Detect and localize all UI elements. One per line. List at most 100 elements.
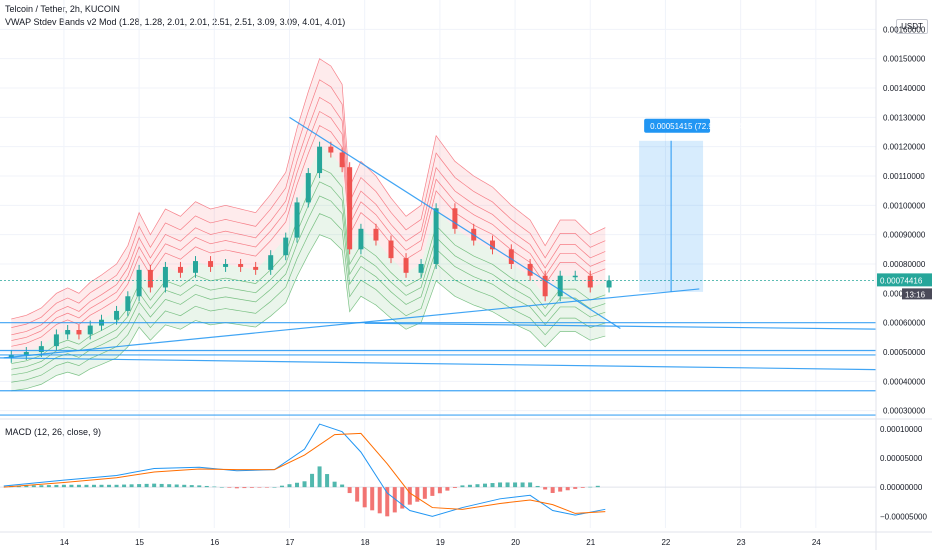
lower-band-line (11, 213, 606, 383)
last-price-label: 0.00074416 (880, 276, 923, 285)
macd-histogram-bar (310, 473, 315, 488)
candle-body (305, 173, 311, 203)
macd-histogram-bar (69, 484, 74, 488)
macd-histogram-bar (535, 485, 540, 488)
macd-histogram-bar (152, 483, 157, 488)
macd-tick-label: 0.00000000 (880, 483, 923, 492)
x-tick-label: 16 (210, 538, 219, 547)
currency-badge[interactable]: USDT (896, 19, 928, 34)
macd-histogram-bar (340, 484, 345, 488)
forecast-box[interactable]: 0.00051415 (72.90%) 51415 (639, 118, 752, 292)
y-tick-label: 0.00080000 (883, 260, 926, 269)
macd-histogram-bar (272, 487, 277, 488)
macd-histogram-bar (31, 485, 36, 488)
macd-histogram-bar (167, 484, 172, 488)
macd-series-line (3, 423, 606, 517)
candle-body (328, 146, 334, 153)
candle-body (177, 266, 183, 273)
macd-histogram-bar (144, 483, 149, 488)
y-tick-label: 0.00050000 (883, 348, 926, 357)
candle-body (65, 330, 71, 335)
y-tick-label: 0.00060000 (883, 319, 926, 328)
macd-histogram-bar (39, 485, 44, 488)
macd-histogram-bar (46, 485, 51, 488)
candle-body (76, 330, 82, 335)
last-price-tag (877, 273, 932, 287)
macd-histogram-bar (362, 487, 367, 508)
macd-histogram-bar (197, 485, 202, 488)
candle-body (572, 275, 578, 278)
macd-histogram-bar (76, 484, 81, 488)
macd-histogram-bar (528, 482, 533, 488)
macd-histogram-bar (392, 487, 397, 513)
candle-body (208, 261, 214, 267)
trendline (3, 288, 700, 359)
candle-body (508, 249, 514, 264)
macd-pane (0, 423, 876, 517)
macd-histogram-bar (467, 484, 472, 488)
macd-histogram-bar (227, 487, 232, 488)
macd-histogram-bar (257, 487, 262, 488)
candle-body (38, 346, 44, 352)
upper-band-line (11, 125, 606, 347)
y-tick-label: 0.00150000 (883, 55, 926, 64)
candle-body (223, 264, 229, 267)
macd-histogram-bar (54, 484, 59, 488)
macd-histogram-bar (107, 484, 112, 488)
macd-histogram-bar (99, 484, 104, 488)
macd-histogram-bar (595, 485, 600, 488)
macd-histogram-bar (505, 482, 510, 488)
macd-histogram-bar (475, 484, 480, 488)
trendline (0, 357, 877, 371)
vwap-bands (11, 58, 606, 392)
macd-histogram-bar (242, 487, 247, 489)
y-tick-label: 0.00040000 (883, 377, 926, 386)
y-tick-label: 0.00110000 (883, 172, 925, 181)
x-tick-label: 15 (135, 538, 144, 547)
x-tick-label: 23 (737, 538, 746, 547)
macd-histogram-bar (91, 484, 96, 488)
candle-body (53, 334, 59, 347)
y-tick-label: 0.00100000 (883, 201, 926, 210)
macd-histogram-bar (24, 485, 29, 488)
x-tick-label: 17 (285, 538, 294, 547)
macd-histogram-bar (385, 487, 390, 517)
macd-histogram-bar (122, 484, 127, 488)
lower-band-line (11, 234, 606, 392)
macd-histogram-bar (212, 486, 217, 488)
candle-body (527, 264, 533, 276)
candle-body (433, 208, 439, 264)
y-tick-label: 0.00160000 (883, 25, 926, 34)
candle-body (114, 310, 120, 320)
candle-body (542, 275, 548, 297)
macd-histogram-bar (234, 487, 239, 489)
x-tick-label: 14 (60, 538, 69, 547)
macd-histogram-bar (182, 484, 187, 488)
lower-band-fill (11, 146, 606, 391)
macd-histogram-bar (407, 487, 412, 505)
macd-histogram-bar (295, 482, 300, 488)
macd-histogram-bar (430, 487, 435, 496)
macd-tick-label: −0.00005000 (880, 512, 927, 521)
partial-price-label: 0.000 (883, 289, 904, 298)
macd-tick-label: 0.00005000 (880, 454, 923, 463)
macd-title: MACD (12, 26, close, 9) (5, 427, 102, 437)
trendline (289, 116, 621, 330)
signal-series-line (3, 432, 606, 514)
macd-histogram-bar (332, 481, 337, 488)
macd-histogram-bar (580, 487, 585, 488)
countdown-label: 13:16 (905, 290, 926, 299)
upper-band-line (11, 110, 606, 341)
macd-histogram-bar (452, 487, 457, 489)
candle-body (294, 202, 300, 238)
lower-band-line (11, 195, 606, 376)
x-tick-label: 18 (361, 538, 370, 547)
macd-histogram-bar (445, 487, 450, 491)
macd-histogram-bar (302, 481, 307, 488)
trendlines[interactable] (0, 116, 877, 416)
candles (8, 141, 612, 363)
x-tick-label: 20 (511, 538, 520, 547)
candle-body (253, 266, 259, 270)
